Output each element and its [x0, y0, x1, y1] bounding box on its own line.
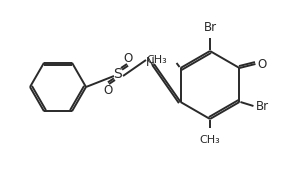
Text: N: N — [146, 55, 154, 68]
Text: O: O — [123, 52, 133, 65]
Text: O: O — [103, 83, 113, 96]
Text: O: O — [258, 57, 267, 70]
Text: Br: Br — [203, 21, 217, 34]
Text: Br: Br — [255, 100, 269, 113]
Text: S: S — [113, 67, 123, 81]
Text: CH₃: CH₃ — [200, 135, 220, 145]
Text: CH₃: CH₃ — [147, 55, 168, 65]
